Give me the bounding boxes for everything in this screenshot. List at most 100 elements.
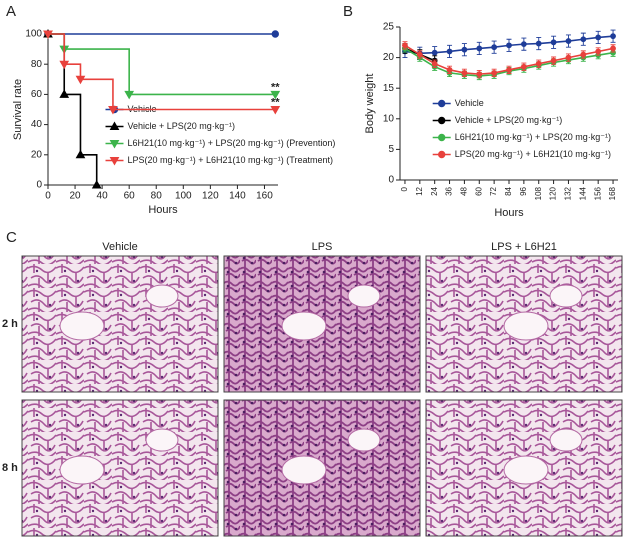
legend-marker (109, 121, 120, 130)
marker (461, 46, 468, 53)
y-tick-label: 0 (36, 180, 42, 191)
marker (446, 48, 453, 55)
series-line (48, 33, 276, 96)
marker (506, 66, 512, 73)
y-tick-label: 0 (388, 175, 394, 186)
alveolar-space (59, 455, 105, 485)
marker (595, 34, 602, 41)
marker (535, 40, 542, 47)
y-tick-label: 20 (383, 52, 395, 63)
x-tick-label: 48 (460, 186, 469, 195)
marker (59, 89, 70, 98)
alveolar-space (503, 311, 549, 341)
x-tick-label: 0 (400, 186, 409, 191)
marker (271, 30, 279, 38)
legend-label: LPS(20 mg·kg⁻¹) + L6H21(10 mg·kg⁻¹) (455, 149, 611, 159)
histology-image (21, 255, 219, 393)
panel-label: B (343, 3, 353, 20)
legend-marker (109, 157, 120, 166)
column-title: Vehicle (102, 241, 137, 253)
marker (491, 44, 498, 51)
marker (91, 179, 102, 189)
marker (550, 39, 557, 46)
marker (595, 48, 602, 55)
legend-label: Vehicle + LPS(20 mg·kg⁻¹) (128, 121, 236, 131)
column-title: LPS (312, 241, 333, 253)
marker (461, 70, 468, 76)
alveolar-space (347, 284, 381, 308)
legend-label: L6H21(10 mg·kg⁻¹) + LPS(20 mg·kg⁻¹) (Pre… (128, 138, 336, 148)
marker (565, 38, 572, 44)
x-tick-label: 160 (256, 191, 273, 202)
marker (43, 30, 53, 40)
legend-marker (109, 140, 120, 149)
marker (610, 33, 616, 40)
marker (270, 106, 281, 115)
x-axis-title: Hours (148, 204, 178, 216)
y-tick-label: 15 (383, 83, 395, 94)
legend-label: LPS(20 mg·kg⁻¹) + L6H21(10 mg·kg⁻¹) (Tre… (128, 155, 333, 165)
y-tick-label: 10 (383, 113, 395, 124)
y-tick-label: 60 (31, 89, 43, 100)
y-tick-label: 5 (388, 144, 394, 155)
y-tick-label: 80 (31, 59, 43, 70)
legend-marker (438, 150, 446, 159)
y-tick-label: 40 (31, 119, 43, 130)
y-tick-label: 25 (383, 22, 395, 33)
annotation: ** (271, 81, 280, 93)
x-tick-label: 80 (151, 191, 163, 202)
marker (520, 41, 527, 48)
alveolar-space (347, 428, 381, 452)
y-tick-label: 20 (31, 149, 43, 160)
marker (108, 106, 118, 115)
x-tick-label: 12 (415, 186, 424, 195)
annotation: ** (271, 96, 280, 108)
marker (580, 36, 587, 43)
alveolar-space (549, 284, 583, 308)
alveolar-space (145, 428, 179, 452)
column-title: LPS + L6H21 (491, 241, 557, 253)
x-tick-label: 60 (474, 186, 483, 195)
marker (476, 71, 483, 78)
legend-marker (438, 99, 446, 108)
alveolar-space (145, 284, 179, 308)
alveolar-space (59, 311, 105, 341)
series-line (48, 33, 276, 111)
row-label: 2 h (2, 318, 18, 330)
x-tick-label: 72 (489, 186, 498, 195)
marker (565, 54, 572, 61)
x-tick-label: 120 (202, 191, 219, 202)
panel-label: A (6, 3, 16, 20)
histology-image (21, 399, 219, 537)
marker (446, 66, 453, 73)
marker (610, 45, 616, 52)
marker (535, 60, 542, 67)
x-axis-title: Hours (494, 207, 524, 219)
x-tick-label: 36 (445, 186, 454, 195)
alveolar-space (549, 428, 583, 452)
marker (124, 90, 135, 100)
marker (580, 51, 587, 58)
marker (550, 57, 557, 64)
marker (270, 90, 281, 100)
x-tick-label: 168 (608, 186, 617, 200)
x-tick-label: 100 (175, 191, 192, 202)
y-axis-title: Survival rate (12, 79, 24, 140)
series-line (48, 33, 98, 185)
alveolar-space (281, 455, 327, 485)
panel-label: C (6, 229, 17, 246)
x-tick-label: 60 (124, 191, 136, 202)
y-tick-label: 100 (25, 29, 42, 40)
x-tick-label: 0 (45, 191, 51, 202)
x-tick-label: 40 (97, 191, 109, 202)
legend-marker (438, 116, 446, 125)
marker (476, 45, 483, 52)
x-tick-label: 132 (564, 186, 573, 200)
y-axis-title: Body weight (364, 74, 376, 134)
marker (431, 49, 438, 56)
marker (402, 42, 408, 49)
marker (506, 42, 512, 49)
x-tick-label: 20 (69, 191, 81, 202)
legend-label: Vehicle + LPS(20 mg·kg⁻¹) (455, 115, 563, 125)
